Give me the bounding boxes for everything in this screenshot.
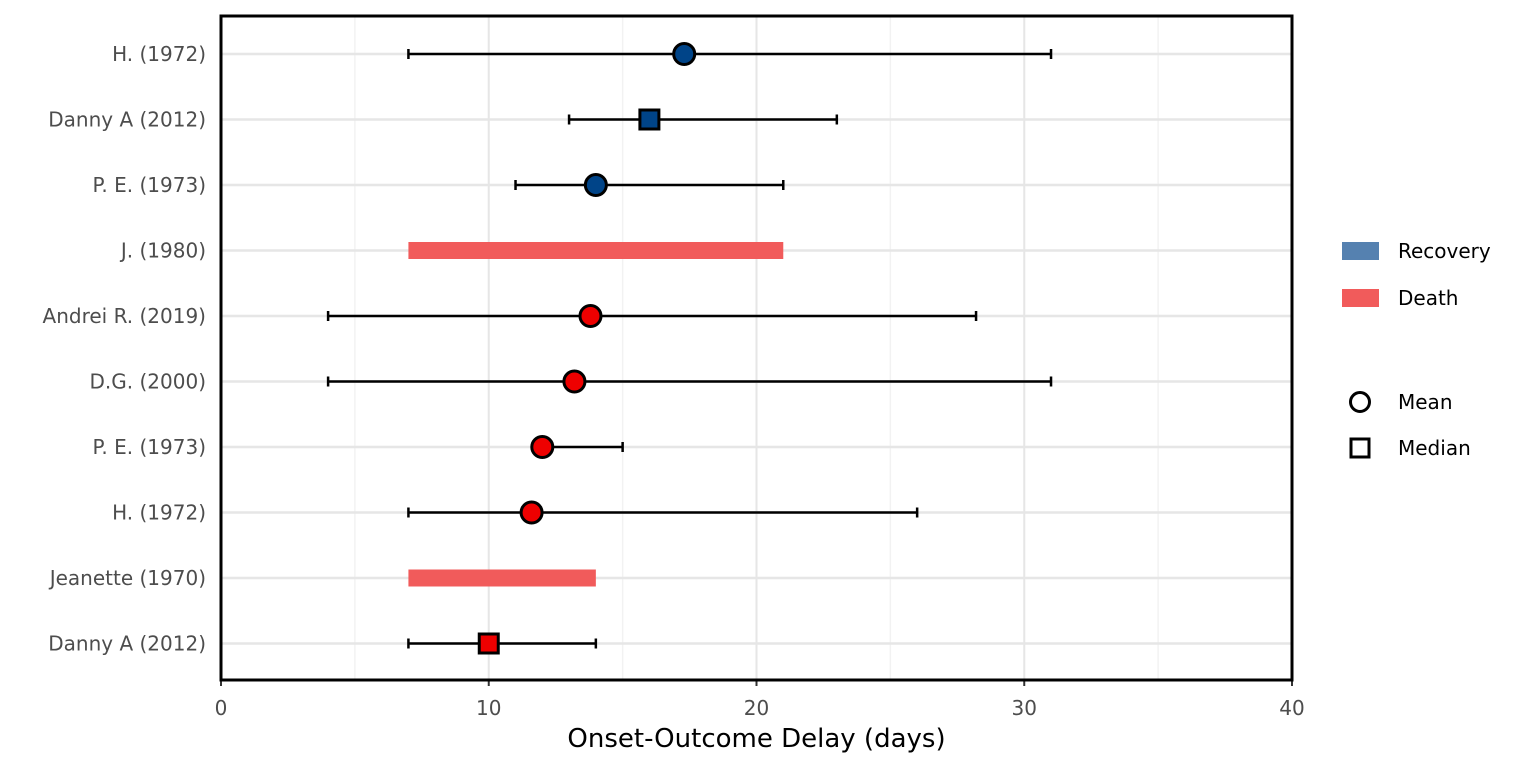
- x-tick-labels: 0 10 20 30 40: [215, 680, 1305, 720]
- legend-label-median: Median: [1398, 436, 1471, 460]
- mean-point: [583, 173, 608, 197]
- y-tick-label: P. E. (1973): [92, 173, 206, 197]
- x-tick-label: 10: [476, 696, 501, 720]
- plot-panel-border: [219, 14, 1294, 682]
- legend-circle-icon: [1349, 391, 1371, 413]
- mean-point: [562, 369, 587, 394]
- y-tick-label: D.G. (2000): [90, 370, 206, 394]
- y-tick-label: P. E. (1973): [92, 435, 206, 459]
- x-axis-title: Onset-Outcome Delay (days): [567, 724, 945, 754]
- x-tick-label: 0: [215, 696, 228, 720]
- legend-label-recovery: Recovery: [1398, 239, 1491, 263]
- legend-label-death: Death: [1398, 286, 1458, 310]
- legend-swatch-death: [1342, 289, 1379, 307]
- y-tick-label: Jeanette (1970): [48, 566, 206, 590]
- y-tick-label: Danny A (2012): [48, 108, 206, 132]
- y-tick-label: H. (1972): [112, 42, 206, 66]
- x-tick-label: 40: [1279, 696, 1304, 720]
- legend-square-icon: [1349, 437, 1371, 459]
- mean-point: [672, 42, 697, 66]
- y-tick-label: Danny A (2012): [48, 632, 206, 656]
- median-point: [638, 108, 661, 131]
- x-tick-label: 30: [1012, 696, 1037, 720]
- mean-point: [578, 304, 603, 328]
- range-bar: [408, 569, 596, 587]
- y-tick-labels: H. (1972) Danny A (2012) P. E. (1973) J. (1…: [43, 42, 206, 656]
- x-tick-label: 20: [744, 696, 769, 720]
- y-tick-label: J. (1980): [119, 239, 206, 263]
- y-tick-label: H. (1972): [112, 501, 206, 525]
- mean-point: [519, 500, 544, 525]
- range-bar: [408, 242, 784, 259]
- mean-point: [530, 435, 555, 459]
- legend: Recovery Death Mean Median: [1342, 239, 1491, 460]
- grid-lines: [220, 16, 1293, 680]
- y-tick-label: Andrei R. (2019): [43, 304, 206, 328]
- legend-label-mean: Mean: [1398, 390, 1453, 414]
- data-marks: [326, 42, 1053, 655]
- legend-swatch-recovery: [1342, 242, 1379, 260]
- median-point: [477, 632, 500, 655]
